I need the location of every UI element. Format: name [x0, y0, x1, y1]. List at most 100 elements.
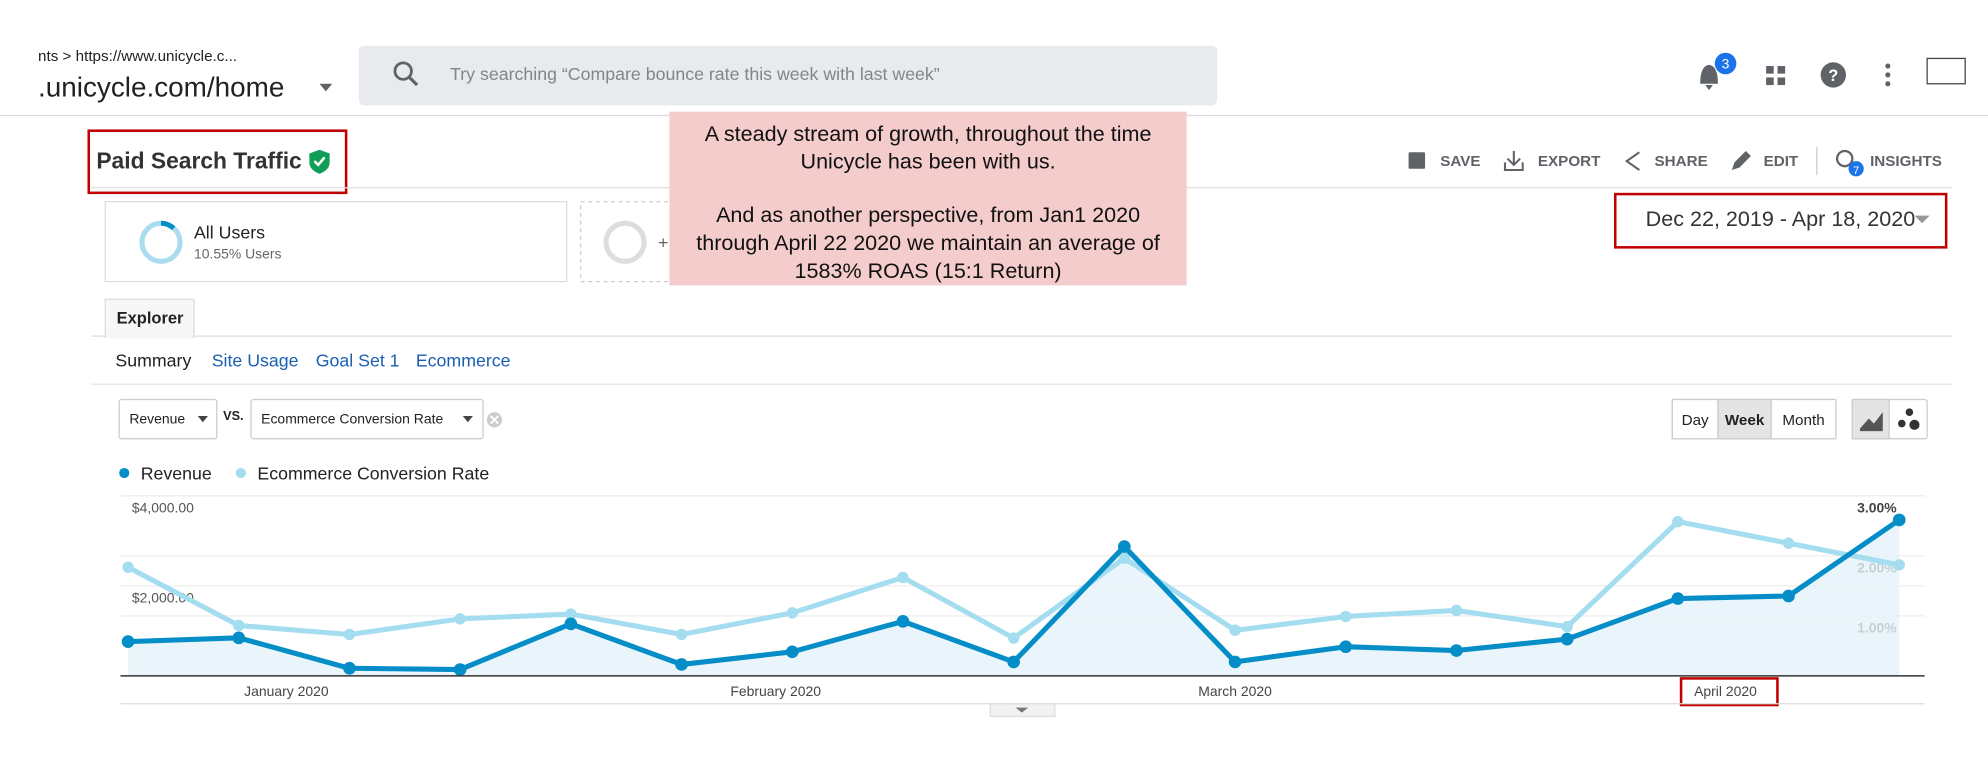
segment-detail: 10.55% Users — [194, 246, 282, 262]
data-point[interactable] — [675, 628, 688, 641]
help-icon[interactable] — [1820, 62, 1846, 88]
metric1-dropdown[interactable] — [118, 398, 218, 440]
legend-marker — [119, 467, 130, 479]
x-axis-label: March 2020 — [1198, 683, 1272, 699]
data-point[interactable] — [343, 628, 356, 641]
metric2-label[interactable]: Ecommerce Conversion Rate — [261, 411, 443, 427]
search-placeholder[interactable]: Try searching “Compare bounce rate this … — [450, 64, 940, 84]
edit-button[interactable]: EDIT — [1764, 153, 1799, 170]
metric1-label[interactable]: Revenue — [129, 411, 185, 427]
insights-count: 7 — [1853, 165, 1859, 177]
help-icon-glyph: ? — [1828, 67, 1838, 85]
search-box[interactable] — [358, 45, 1218, 106]
data-point[interactable] — [1340, 610, 1352, 623]
subtab[interactable]: Site Usage — [212, 351, 299, 371]
subtab[interactable]: Summary — [115, 351, 191, 371]
data-point[interactable] — [897, 571, 909, 584]
granularity-label[interactable]: Week — [1725, 412, 1765, 429]
explorer-tab-label[interactable]: Explorer — [117, 309, 184, 327]
granularity-button[interactable] — [1717, 398, 1772, 440]
more-icon[interactable] — [1885, 63, 1891, 87]
x-axis-label: February 2020 — [730, 683, 821, 699]
save-icon — [1408, 152, 1426, 169]
data-point[interactable] — [1118, 552, 1131, 564]
annotation: A steady stream of growth, throughout th… — [696, 121, 1161, 283]
granularity-button[interactable] — [1770, 398, 1837, 440]
data-point[interactable] — [675, 658, 688, 671]
explorer-tab-join — [106, 332, 193, 339]
data-point[interactable] — [232, 631, 246, 645]
save-button[interactable]: SAVE — [1440, 153, 1480, 170]
search-icon — [408, 76, 419, 87]
granularity-label[interactable]: Day — [1682, 412, 1709, 429]
insights-button[interactable]: INSIGHTS — [1870, 153, 1942, 170]
data-point[interactable] — [1118, 540, 1131, 553]
granularity-button[interactable] — [1671, 398, 1719, 440]
date-range[interactable]: Dec 22, 2019 - Apr 18, 2020 — [1646, 206, 1916, 231]
data-point[interactable] — [1450, 644, 1463, 657]
data-point[interactable] — [564, 617, 578, 631]
data-point[interactable] — [565, 608, 577, 620]
data-point[interactable] — [1561, 620, 1573, 633]
data-point[interactable] — [1007, 632, 1020, 644]
legend-marker — [235, 467, 246, 479]
line-chart-button[interactable] — [1851, 398, 1890, 440]
data-point[interactable] — [1892, 513, 1906, 527]
data-point[interactable] — [896, 615, 910, 628]
notification-count: 3 — [1722, 56, 1730, 72]
data-point[interactable] — [1007, 655, 1020, 669]
annotation-line: 1583% ROAS (15:1 Return) — [795, 258, 1062, 283]
granularity: Day Week Month — [1671, 398, 1837, 440]
data-point[interactable] — [121, 635, 135, 648]
insights-icon — [1835, 149, 1854, 168]
y2-tick-label: 3.00% — [1857, 499, 1897, 515]
export-icon — [1503, 150, 1524, 172]
data-point[interactable] — [233, 619, 245, 632]
vs-label: VS. — [223, 409, 243, 423]
chart: Revenue Ecommerce Conversion Rate $4,000.0… — [119, 463, 1925, 707]
revenue-area — [128, 519, 1900, 676]
breadcrumb[interactable]: nts > https://www.unicycle.c... — [38, 48, 237, 65]
motion-chart-icon[interactable] — [1897, 408, 1920, 430]
data-point[interactable] — [1450, 604, 1463, 617]
data-point[interactable] — [1560, 632, 1574, 646]
add-segment-label[interactable]: + — [658, 233, 668, 253]
subtab[interactable]: Ecommerce — [416, 351, 511, 371]
data-point[interactable] — [122, 561, 134, 573]
data-point[interactable] — [1339, 640, 1353, 654]
annotation-line: through April 22 2020 we maintain an ave… — [696, 230, 1161, 255]
export-button[interactable]: EXPORT — [1538, 153, 1601, 170]
subtab[interactable]: Goal Set 1 — [316, 351, 400, 371]
segment-card[interactable] — [104, 201, 568, 283]
data-point[interactable] — [1782, 589, 1795, 603]
bell-icon[interactable] — [1700, 64, 1718, 91]
insights-badge — [1848, 161, 1864, 177]
data-point[interactable] — [453, 663, 467, 676]
legend-label: Revenue — [141, 463, 212, 483]
account-avatar[interactable] — [1926, 57, 1966, 85]
data-point[interactable] — [1672, 515, 1684, 528]
add-segment-ring — [603, 220, 647, 264]
property-caret[interactable] — [319, 83, 333, 92]
data-point[interactable] — [786, 607, 798, 619]
subtabs: Summary Site Usage Goal Set 1 Ecommerce — [115, 351, 510, 371]
date-range-caret[interactable] — [1914, 215, 1930, 224]
apps-icon[interactable] — [1766, 66, 1786, 86]
line-chart-icon — [1859, 412, 1883, 432]
data-point[interactable] — [343, 661, 356, 675]
data-point[interactable] — [1671, 592, 1685, 605]
data-point[interactable] — [1229, 624, 1241, 636]
annotation-line: And as another perspective, from Jan1 20… — [716, 202, 1140, 227]
data-point[interactable] — [454, 613, 466, 625]
data-point[interactable] — [1782, 537, 1795, 549]
metric2-dropdown[interactable] — [250, 398, 484, 440]
property-name[interactable]: .unicycle.com/home — [38, 71, 284, 102]
data-point[interactable] — [785, 645, 799, 659]
verified-check — [313, 156, 326, 167]
granularity-label[interactable]: Month — [1782, 412, 1824, 429]
share-icon — [1624, 151, 1640, 171]
data-point[interactable] — [1893, 559, 1905, 571]
share-button[interactable]: SHARE — [1655, 153, 1708, 170]
data-point[interactable] — [1228, 655, 1242, 669]
